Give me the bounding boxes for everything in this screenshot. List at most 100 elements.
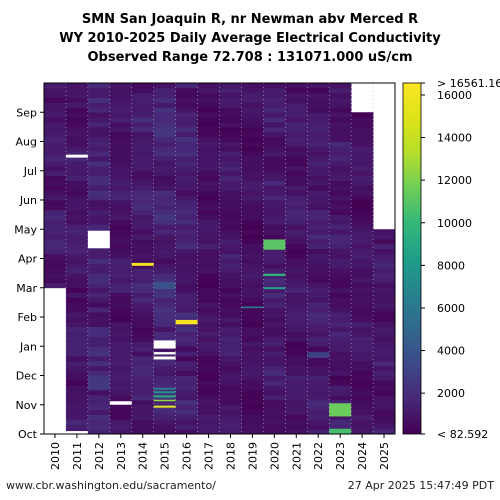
cell-band <box>263 390 286 396</box>
cell-band <box>153 375 177 381</box>
cell-band <box>329 214 352 220</box>
cell-band <box>329 170 352 177</box>
cell-band <box>131 204 155 211</box>
cell-band <box>87 97 111 103</box>
cell-band <box>197 307 220 313</box>
cell-band <box>307 239 330 245</box>
cell-band <box>131 258 155 264</box>
cell-band <box>131 243 155 250</box>
cell-band <box>285 312 308 318</box>
cell-band <box>65 419 89 425</box>
cell-band <box>373 302 396 308</box>
cell-band <box>329 263 352 269</box>
cell-band <box>219 185 242 191</box>
cell-band <box>153 326 177 333</box>
cell-band <box>65 239 89 245</box>
cell-band <box>219 317 242 323</box>
highlight-band-2015 <box>153 405 176 408</box>
cell-band <box>285 365 308 372</box>
cell-band <box>351 360 374 367</box>
cell-band <box>109 419 133 425</box>
cell-band <box>329 385 352 391</box>
cell-band <box>87 302 111 308</box>
cell-band <box>65 307 89 313</box>
cell-band <box>197 399 220 406</box>
cell-band <box>351 385 374 391</box>
cell-band <box>307 126 330 133</box>
cell-band <box>197 87 220 94</box>
cell-band <box>87 390 111 396</box>
cell-band <box>109 146 133 152</box>
cell-band <box>219 278 242 284</box>
cell-band <box>87 107 111 113</box>
cell-band <box>65 248 89 255</box>
cell-band <box>263 282 286 289</box>
cell-band <box>175 102 198 108</box>
cell-band <box>197 204 220 211</box>
cell-band <box>219 214 242 220</box>
cell-band <box>307 424 330 430</box>
cell-band <box>351 224 374 230</box>
cell-band <box>153 429 177 435</box>
cell-band <box>351 278 374 284</box>
x-tick-label: 2013 <box>115 442 128 470</box>
cell-band <box>219 404 242 411</box>
cell-band <box>87 165 111 172</box>
cell-band <box>153 302 177 308</box>
cell-band <box>109 341 133 347</box>
cell-band <box>65 395 89 401</box>
cell-band <box>285 112 308 118</box>
cell-band <box>65 229 89 235</box>
cell-band <box>197 151 220 157</box>
cell-band <box>263 312 286 318</box>
cell-band <box>65 292 89 298</box>
cell-band <box>197 360 220 367</box>
cell-band <box>241 136 264 142</box>
cell-band <box>285 170 308 177</box>
cell-band <box>153 365 177 372</box>
cell-band <box>285 302 308 308</box>
cell-band <box>263 112 286 118</box>
cell-band <box>351 297 374 303</box>
cell-band <box>131 365 155 372</box>
cell-band <box>153 243 177 250</box>
cell-band <box>65 209 89 216</box>
cell-band <box>175 248 198 255</box>
cell-band <box>219 156 242 162</box>
cell-band <box>373 287 396 294</box>
cell-band <box>263 161 286 167</box>
cell-band <box>109 424 133 430</box>
cell-band <box>87 83 111 89</box>
cell-band <box>241 404 264 411</box>
cell-band <box>329 224 352 230</box>
cell-band <box>175 312 198 318</box>
cell-band <box>241 224 264 230</box>
cell-band <box>373 278 396 284</box>
y-tick-label: Nov <box>16 399 38 412</box>
cell-band <box>351 380 374 386</box>
cell-band <box>131 136 155 142</box>
cell-band <box>44 268 67 274</box>
cell-band <box>153 204 177 211</box>
cell-band <box>44 263 67 269</box>
cell-band <box>373 419 396 425</box>
cell-band <box>109 331 133 337</box>
cell-band <box>307 341 330 347</box>
cell-band <box>175 180 198 186</box>
cell-band <box>65 263 89 269</box>
cell-band <box>263 365 286 372</box>
cell-band <box>197 356 220 362</box>
cell-band <box>373 282 396 289</box>
cell-band <box>109 380 133 386</box>
cell-band <box>373 414 396 420</box>
cell-band <box>44 224 67 230</box>
cell-band <box>153 107 177 113</box>
cell-band <box>285 395 308 401</box>
cell-band <box>285 360 308 367</box>
cell-band <box>44 248 67 255</box>
heatmap-axes: Oct Nov Dec Jan Feb Mar Apr May Jun Jul Aug Sep 2010… <box>14 106 391 470</box>
cell-band <box>307 317 330 323</box>
cell-band <box>219 151 242 157</box>
cell-band <box>197 83 220 89</box>
cell-band <box>219 200 242 206</box>
